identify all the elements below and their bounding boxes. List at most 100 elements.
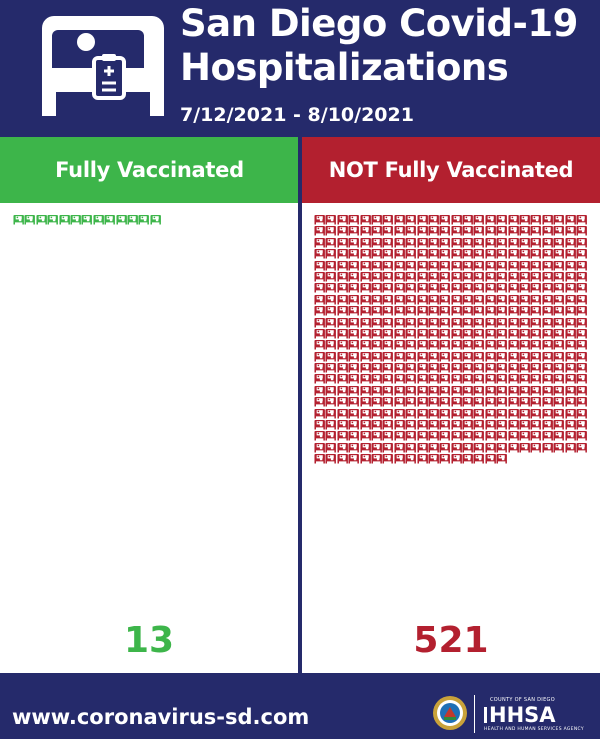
hospital-bed-icon [360, 294, 371, 305]
hospital-bed-icon [371, 328, 382, 339]
hospital-bed-icon [496, 454, 508, 464]
hospital-bed-icon [81, 214, 93, 225]
hospital-bed-icon [325, 271, 337, 282]
hospital-bed-icon [325, 385, 337, 396]
hospital-bed-icon [462, 351, 473, 362]
hospital-bed-icon [371, 306, 382, 316]
website-link[interactable]: www.coronavirus-sd.com [12, 705, 310, 729]
vaccinated-heading: Fully Vaccinated [0, 137, 299, 203]
hospital-bed-icon [325, 397, 337, 407]
hospital-bed-icon [496, 408, 508, 419]
hospital-bed-icon [428, 226, 439, 236]
hospital-bed-icon [394, 214, 405, 225]
hospital-bed-icon [519, 419, 530, 430]
hospital-bed-icon [485, 454, 496, 464]
hospital-bed-icon [530, 260, 542, 271]
footer-divider [474, 695, 475, 733]
hospital-bed-icon [530, 306, 542, 316]
hospital-bed-icon [553, 340, 565, 350]
hospital-bed-icon [348, 397, 360, 407]
hospital-bed-icon [348, 283, 360, 293]
hospital-bed-icon [337, 442, 348, 453]
hospital-bed-icon [405, 419, 417, 430]
hospital-bed-icon [428, 328, 439, 339]
hospital-bed-icon [439, 237, 451, 248]
hospital-bed-icon [314, 294, 325, 305]
hospital-bed-icon [337, 351, 348, 362]
hospital-bed-icon [394, 271, 405, 282]
hospital-bed-icon [93, 214, 104, 225]
hospital-bed-icon [371, 283, 382, 293]
hospital-bed-icon [337, 408, 348, 419]
hospital-bed-icon [439, 283, 451, 293]
panel-divider [298, 137, 302, 673]
hospital-bed-icon [542, 306, 553, 316]
hospital-bed-icon [565, 294, 576, 305]
hospital-bed-icon [519, 237, 530, 248]
hospital-bed-icon [542, 294, 553, 305]
hospital-bed-icon [150, 214, 161, 225]
hospital-bed-icon [451, 214, 462, 225]
hospital-bed-icon [496, 385, 508, 396]
vaccinated-bed-grid [13, 214, 203, 225]
hospital-bed-icon [416, 408, 428, 419]
hospital-bed-icon [451, 351, 462, 362]
hospital-bed-icon [565, 214, 576, 225]
hospital-bed-icon [382, 454, 394, 464]
hospital-bed-icon [553, 363, 565, 373]
hospital-bed-icon [360, 442, 371, 453]
hospital-bed-icon [405, 454, 417, 464]
hospital-bed-icon [360, 385, 371, 396]
hospital-bed-icon [428, 317, 439, 327]
hospital-bed-icon [405, 249, 417, 259]
hospital-bed-icon [485, 419, 496, 430]
hospital-bed-icon [314, 419, 325, 430]
hospital-bed-icon [416, 374, 428, 384]
hospital-bed-icon [439, 306, 451, 316]
hospital-bed-icon [371, 454, 382, 464]
hospital-bed-icon [451, 385, 462, 396]
hospital-bed-icon [451, 226, 462, 236]
hospital-bed-icon [462, 442, 473, 453]
hospital-bed-icon [314, 249, 325, 259]
hospital-bed-icon [530, 271, 542, 282]
hospital-bed-icon [337, 340, 348, 350]
hospital-bed-icon [496, 249, 508, 259]
hospital-bed-icon [314, 397, 325, 407]
hospital-bed-icon [542, 271, 553, 282]
hospital-bed-icon [485, 363, 496, 373]
hospital-bed-icon [337, 249, 348, 259]
hospital-bed-icon [325, 214, 337, 225]
hospital-bed-icon [337, 431, 348, 441]
hospital-bed-icon [360, 374, 371, 384]
hospital-bed-icon [519, 271, 530, 282]
hospital-bed-icon [394, 260, 405, 271]
hospital-bed-icon [519, 408, 530, 419]
hospital-bed-icon [371, 249, 382, 259]
hospital-bed-icon [451, 271, 462, 282]
hospital-bed-icon [542, 226, 553, 236]
hospital-bed-icon [485, 328, 496, 339]
hospital-bed-icon [371, 442, 382, 453]
hospital-bed-icon [576, 385, 587, 396]
hospital-bed-icon [439, 419, 451, 430]
hospital-bed-icon [530, 431, 542, 441]
hospital-bed-icon [325, 363, 337, 373]
hospital-bed-icon [314, 214, 325, 225]
hospital-bed-icon [13, 214, 24, 225]
hospital-bed-icon [485, 226, 496, 236]
hospital-bed-icon [496, 351, 508, 362]
hospital-bed-icon [59, 214, 70, 225]
hospital-bed-icon [553, 431, 565, 441]
hospital-bed-icon [565, 363, 576, 373]
hospital-bed-icon [496, 283, 508, 293]
hospital-bed-icon [325, 328, 337, 339]
hospital-bed-icon [348, 442, 360, 453]
hospital-bed-icon [485, 374, 496, 384]
hospital-bed-icon [553, 317, 565, 327]
hospital-bed-icon [439, 374, 451, 384]
hospital-bed-icon [542, 431, 553, 441]
hospital-bed-icon [519, 363, 530, 373]
hospital-bed-icon [382, 249, 394, 259]
hospital-bed-icon [576, 283, 587, 293]
